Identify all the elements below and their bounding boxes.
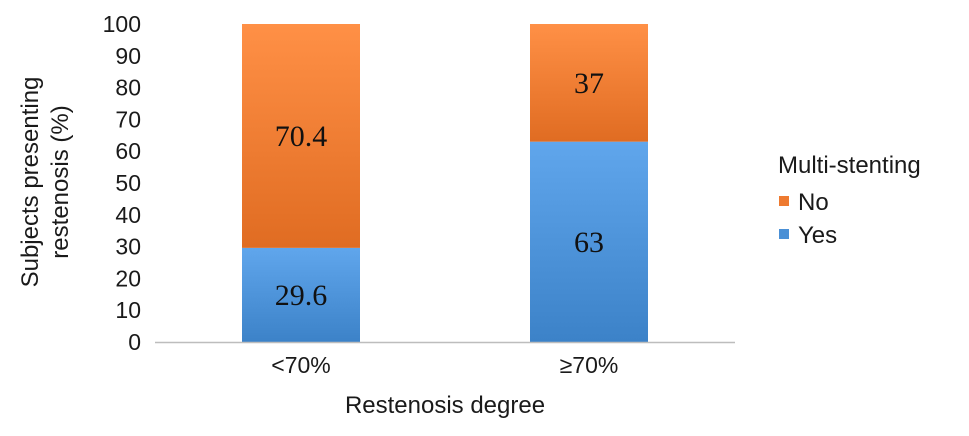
bars: 29.6 70.4 63 37 bbox=[242, 24, 648, 342]
y-tick-label: 0 bbox=[128, 329, 141, 355]
legend-label-yes: Yes bbox=[798, 222, 837, 249]
x-tick-label: ≥70% bbox=[560, 352, 619, 378]
bar-segment-no-1 bbox=[530, 24, 648, 142]
data-label: 70.4 bbox=[275, 120, 328, 153]
data-label: 63 bbox=[574, 226, 604, 259]
legend-label-no: No bbox=[798, 189, 829, 216]
y-tick-label: 40 bbox=[115, 202, 141, 228]
x-axis-tick-labels: <70% ≥70% bbox=[271, 352, 618, 378]
legend: Multi-stenting No Yes bbox=[778, 152, 921, 249]
y-tick-label: 80 bbox=[115, 75, 141, 101]
bar-segment-yes-0 bbox=[242, 247, 360, 342]
legend-title: Multi-stenting bbox=[778, 152, 921, 179]
y-axis-title-line-2: restenosis (%) bbox=[47, 105, 74, 258]
x-axis-title: Restenosis degree bbox=[345, 392, 545, 419]
y-tick-label: 50 bbox=[115, 170, 141, 196]
y-axis-ticks: 0 10 20 30 40 50 60 70 80 90 100 bbox=[103, 11, 141, 355]
y-tick-label: 100 bbox=[103, 11, 141, 37]
data-label: 29.6 bbox=[275, 279, 328, 312]
y-tick-label: 90 bbox=[115, 43, 141, 69]
legend-swatch-yes bbox=[779, 229, 789, 239]
x-tick-label: <70% bbox=[271, 352, 330, 378]
y-tick-label: 60 bbox=[115, 138, 141, 164]
y-axis-title-line-1: Subjects presenting bbox=[17, 77, 44, 288]
y-tick-label: 10 bbox=[115, 297, 141, 323]
y-tick-label: 30 bbox=[115, 234, 141, 260]
y-tick-label: 20 bbox=[115, 265, 141, 291]
legend-swatch-no bbox=[779, 196, 789, 206]
bar-segment-no-0 bbox=[242, 24, 360, 248]
data-label: 37 bbox=[574, 67, 604, 100]
y-tick-label: 70 bbox=[115, 106, 141, 132]
bar-segment-yes-1 bbox=[530, 141, 648, 342]
